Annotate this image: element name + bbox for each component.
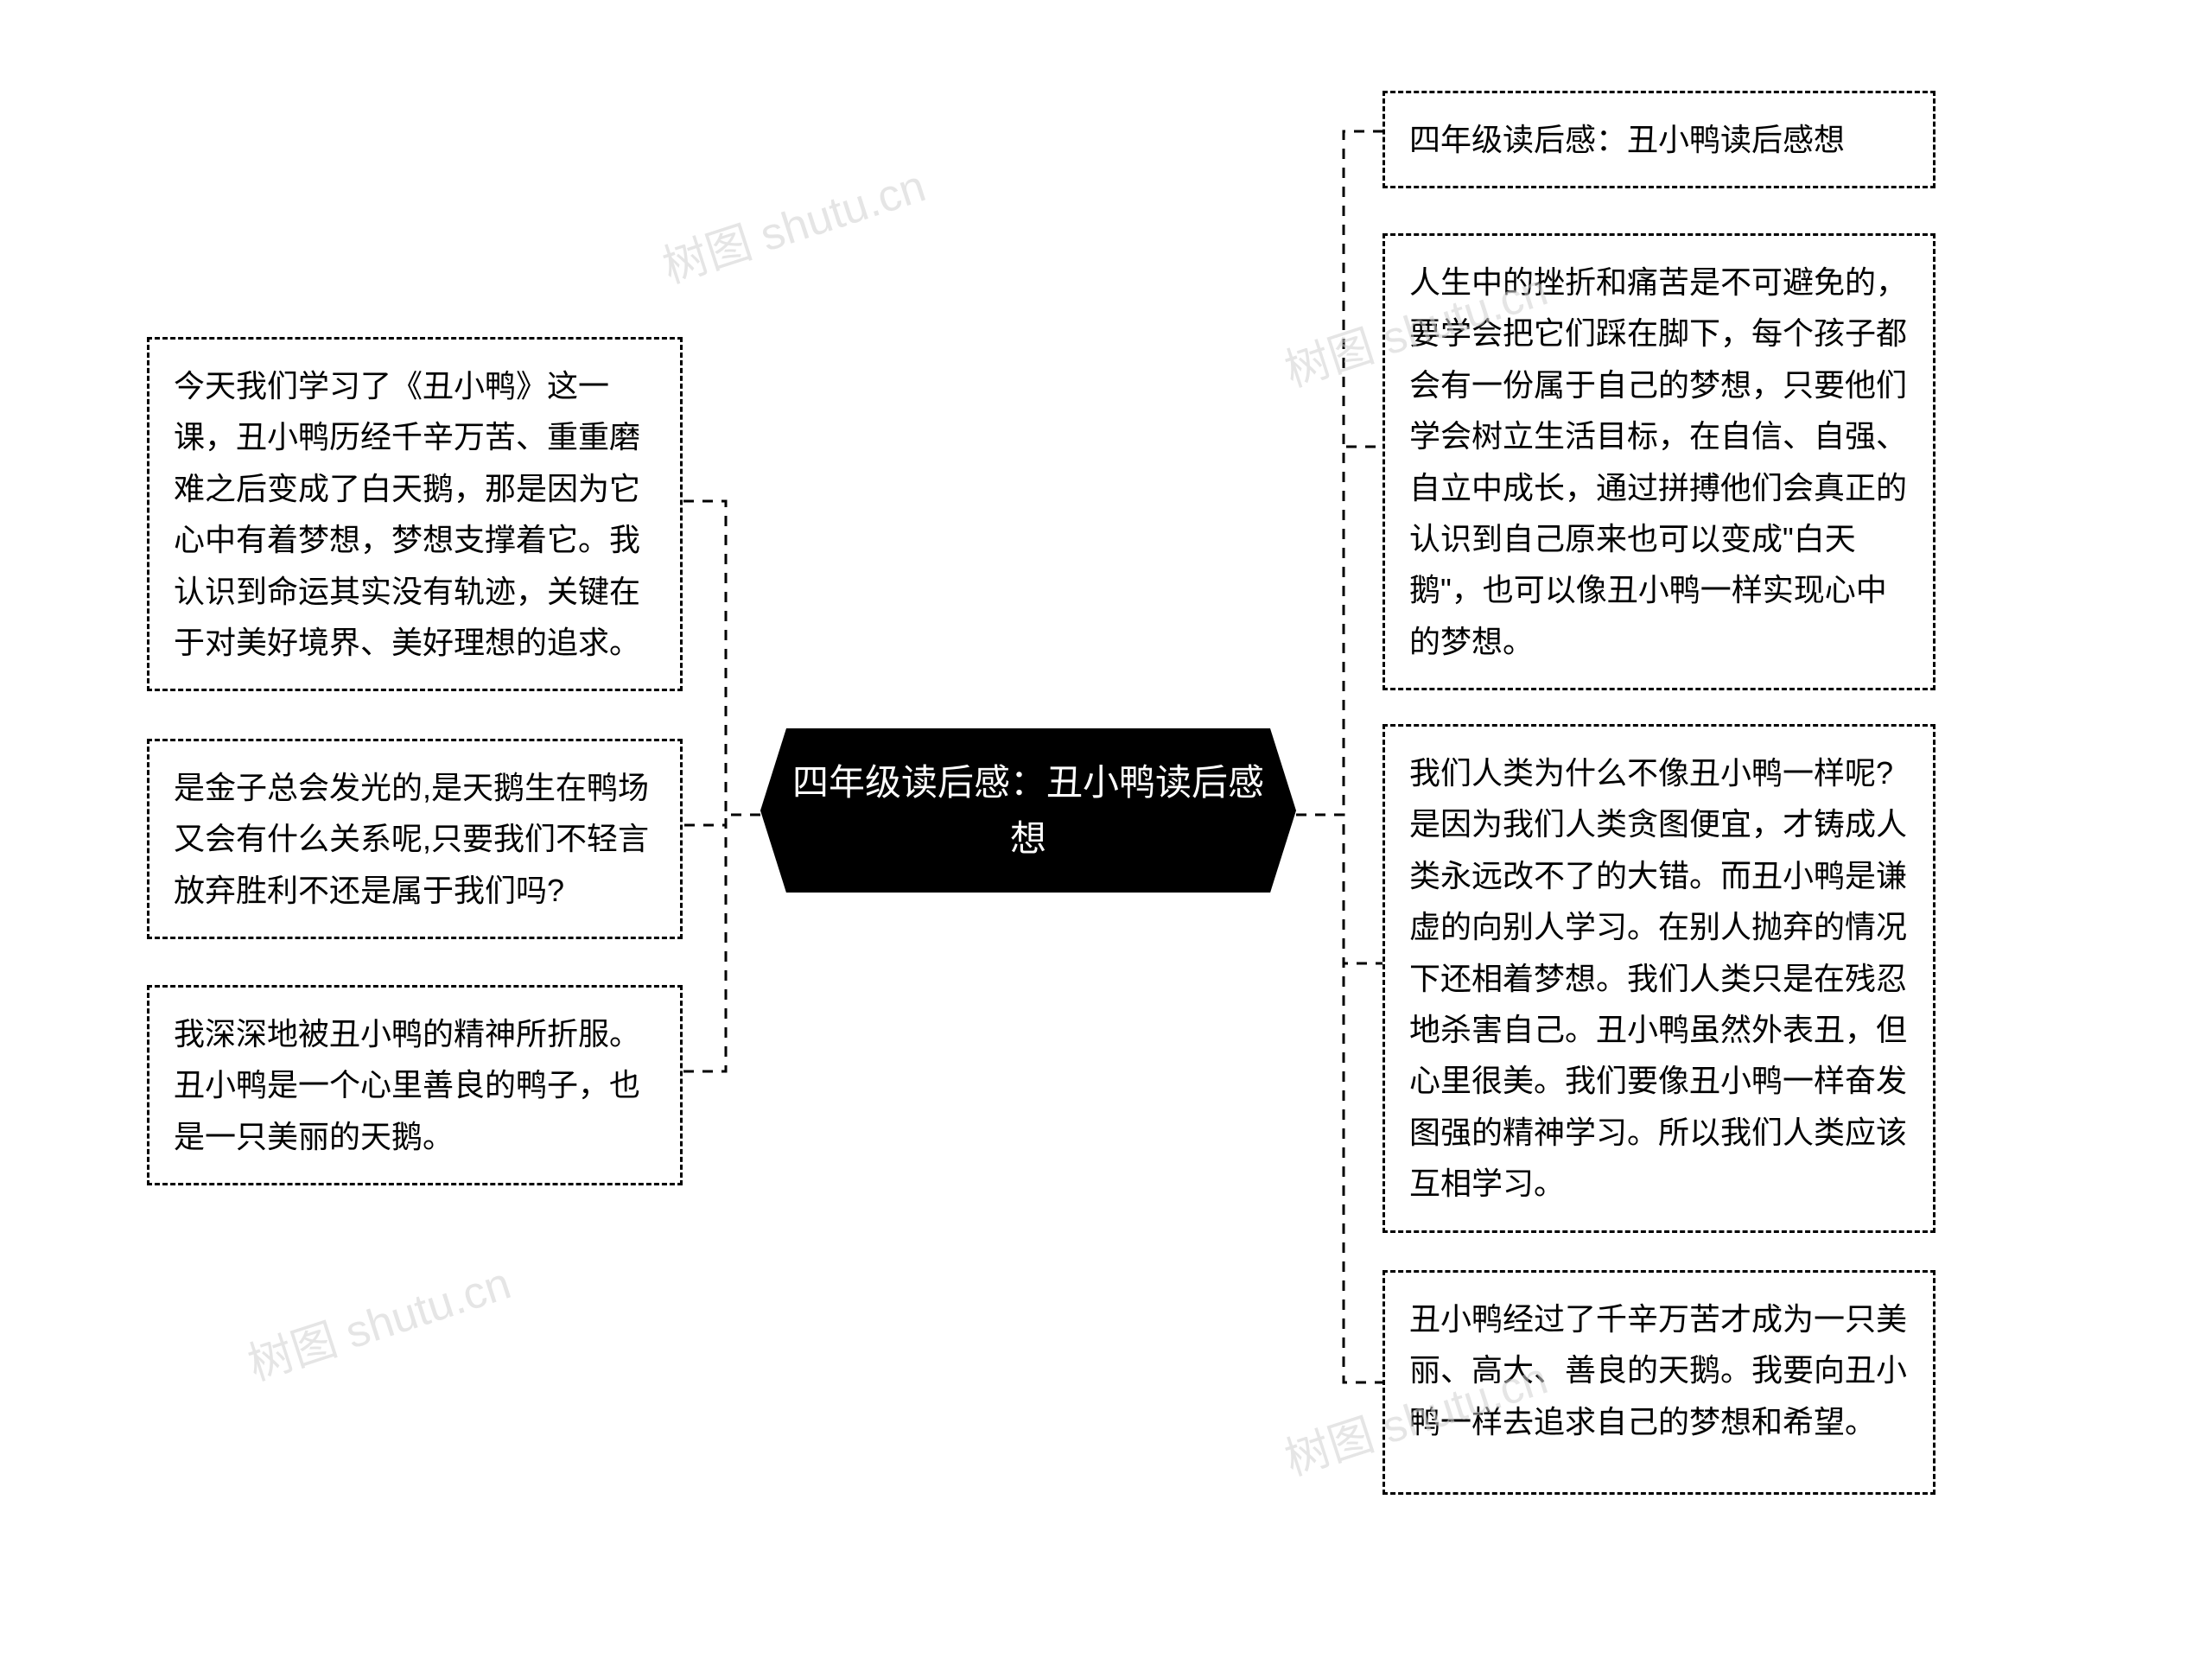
right-node: 人生中的挫折和痛苦是不可避免的，要学会把它们踩在脚下，每个孩子都会有一份属于自己… xyxy=(1382,233,1936,690)
center-node-text: 四年级读后感：丑小鸭读后感想 xyxy=(792,762,1264,859)
left-node: 今天我们学习了《丑小鸭》这一课，丑小鸭历经千辛万苦、重重磨难之后变成了白天鹅，那… xyxy=(147,337,683,691)
connector xyxy=(1296,815,1382,1382)
connector xyxy=(683,501,760,815)
watermark: 树图 shutu.cn xyxy=(653,149,932,295)
leaf-node-text: 是金子总会发光的,是天鹅生在鸭场又会有什么关系呢,只要我们不轻言放弃胜利不还是属… xyxy=(174,770,649,908)
leaf-node-text: 丑小鸭经过了千辛万苦才成为一只美丽、高大、善良的天鹅。我要向丑小鸭一样去追求自己… xyxy=(1409,1301,1907,1439)
connector xyxy=(1296,815,1382,963)
mindmap-canvas: 四年级读后感：丑小鸭读后感想 今天我们学习了《丑小鸭》这一课，丑小鸭历经千辛万苦… xyxy=(0,0,2212,1671)
right-node: 丑小鸭经过了千辛万苦才成为一只美丽、高大、善良的天鹅。我要向丑小鸭一样去追求自己… xyxy=(1382,1270,1936,1495)
connector xyxy=(683,815,760,825)
left-node: 是金子总会发光的,是天鹅生在鸭场又会有什么关系呢,只要我们不轻言放弃胜利不还是属… xyxy=(147,739,683,939)
connector xyxy=(1296,447,1382,815)
leaf-node-text: 人生中的挫折和痛苦是不可避免的，要学会把它们踩在脚下，每个孩子都会有一份属于自己… xyxy=(1409,264,1907,659)
center-node: 四年级读后感：丑小鸭读后感想 xyxy=(760,728,1296,893)
connector xyxy=(683,815,760,1071)
leaf-node-text: 我深深地被丑小鸭的精神所折服。丑小鸭是一个心里善良的鸭子，也是一只美丽的天鹅。 xyxy=(174,1016,640,1154)
leaf-node-text: 我们人类为什么不像丑小鸭一样呢?是因为我们人类贪图便宜，才铸成人类永远改不了的大… xyxy=(1409,755,1907,1201)
leaf-node-text: 四年级读后感：丑小鸭读后感想 xyxy=(1409,122,1845,157)
right-node: 四年级读后感：丑小鸭读后感想 xyxy=(1382,91,1936,188)
watermark: 树图 shutu.cn xyxy=(238,1247,518,1393)
leaf-node-text: 今天我们学习了《丑小鸭》这一课，丑小鸭历经千辛万苦、重重磨难之后变成了白天鹅，那… xyxy=(174,368,640,660)
connector xyxy=(1296,131,1382,815)
left-node: 我深深地被丑小鸭的精神所折服。丑小鸭是一个心里善良的鸭子，也是一只美丽的天鹅。 xyxy=(147,985,683,1185)
right-node: 我们人类为什么不像丑小鸭一样呢?是因为我们人类贪图便宜，才铸成人类永远改不了的大… xyxy=(1382,724,1936,1233)
